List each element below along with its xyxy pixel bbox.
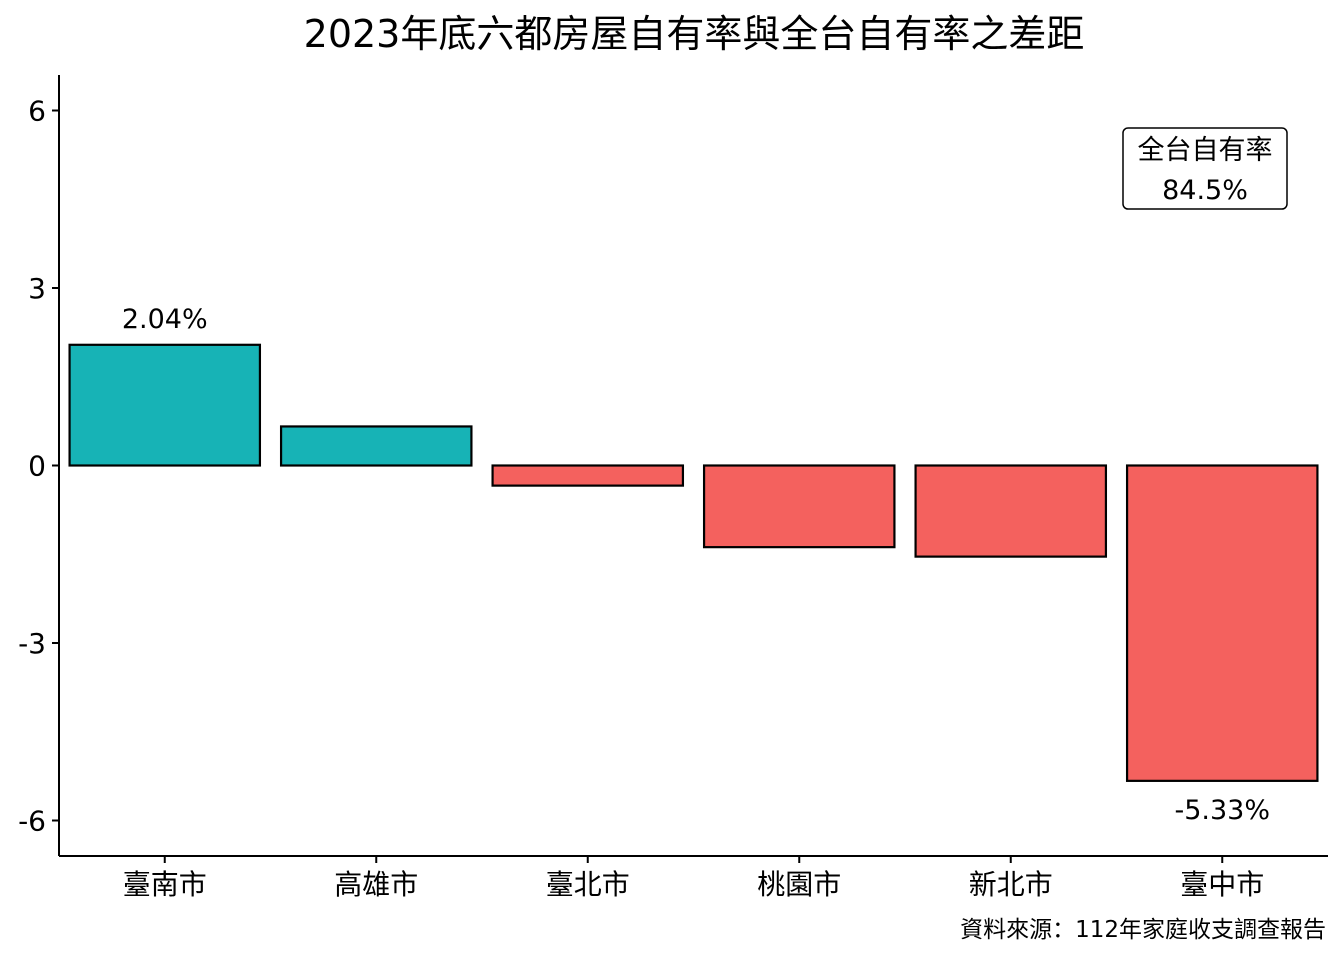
chart-title: 2023年底六都房屋自有率與全台自有率之差距: [304, 12, 1085, 56]
y-axis: -6 -3 0 3 6: [18, 75, 59, 856]
y-tick-label: 6: [28, 95, 46, 128]
data-label: 2.04%: [122, 304, 208, 335]
bar-4: [704, 466, 894, 548]
y-tick-label: -3: [18, 627, 46, 660]
bars: [70, 345, 1318, 781]
x-tick-label: 新北市: [969, 868, 1053, 901]
overall-rate-note: 全台自有率 84.5%: [1123, 128, 1287, 209]
data-labels: 2.04% -5.33%: [122, 304, 1270, 826]
x-axis: 臺南市 高雄市 臺北市 桃園市 新北市 臺中市: [59, 856, 1328, 901]
y-tick-label: 3: [28, 272, 46, 305]
overall-rate-note-value: 84.5%: [1162, 175, 1248, 206]
bar-5: [916, 466, 1106, 557]
bar-2: [281, 426, 471, 465]
bar-6: [1127, 466, 1317, 781]
bar-1: [70, 345, 260, 466]
y-tick-label: 0: [28, 450, 46, 483]
source-caption: 資料來源：112年家庭收支調查報告: [960, 917, 1326, 943]
overall-rate-note-label: 全台自有率: [1138, 135, 1273, 166]
x-tick-label: 高雄市: [334, 868, 418, 901]
x-tick-label: 臺南市: [123, 868, 207, 901]
data-label: -5.33%: [1174, 795, 1270, 826]
x-tick-label: 臺北市: [546, 868, 630, 901]
x-tick-label: 桃園市: [757, 868, 841, 901]
y-tick-label: -6: [18, 805, 46, 838]
x-tick-label: 臺中市: [1180, 868, 1264, 901]
bar-3: [493, 466, 683, 486]
